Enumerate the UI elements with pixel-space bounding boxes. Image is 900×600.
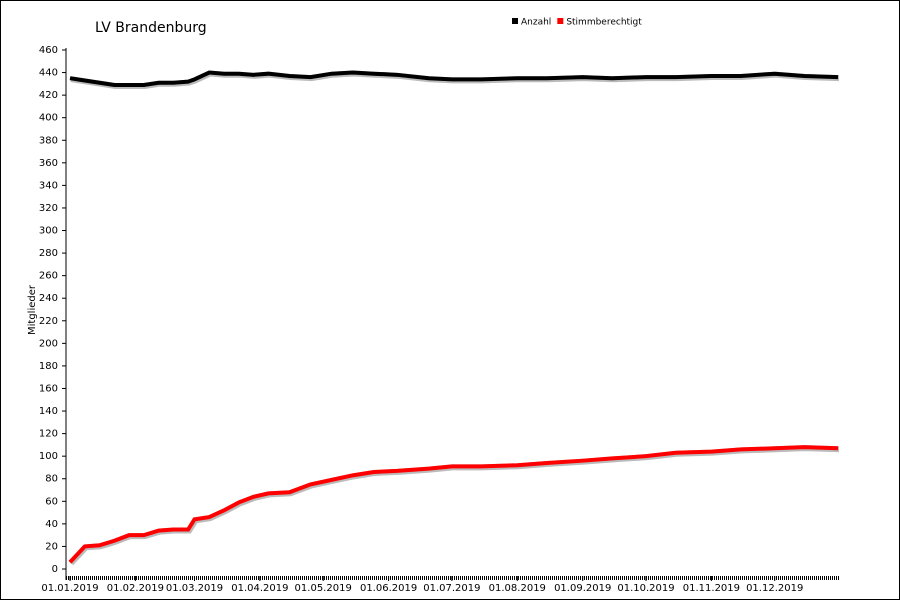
y-tick-label: 380 <box>39 135 58 146</box>
y-tick-label: 0 <box>52 564 58 575</box>
legend-label: Stimmberechtigt <box>566 18 642 28</box>
x-tick-label: 01.02.2019 <box>107 583 164 594</box>
y-tick-label: 260 <box>39 271 58 282</box>
x-tick-label: 01.10.2019 <box>617 583 674 594</box>
y-tick-label: 360 <box>39 158 58 169</box>
series-line <box>69 70 839 87</box>
y-tick-label: 220 <box>39 316 58 327</box>
y-tick-label: 20 <box>45 541 58 552</box>
y-tick-label: 160 <box>39 383 58 394</box>
y-tick-label: 120 <box>39 429 58 440</box>
x-tick-label: 01.04.2019 <box>231 583 288 594</box>
y-tick-label: 80 <box>45 474 58 485</box>
y-tick-label: 180 <box>39 361 58 372</box>
legend-swatch <box>512 18 518 24</box>
y-tick-label: 60 <box>45 496 58 507</box>
y-tick-label: 100 <box>39 451 58 462</box>
chart-title: LV Brandenburg <box>95 20 207 36</box>
x-tick-label: 01.11.2019 <box>683 583 740 594</box>
x-tick-label: 01.06.2019 <box>360 583 417 594</box>
series-line <box>68 445 839 564</box>
y-tick-label: 320 <box>39 203 58 214</box>
y-tick-label: 460 <box>39 45 58 56</box>
y-tick-label: 440 <box>39 68 58 79</box>
x-tick-label: 01.01.2019 <box>41 583 98 594</box>
y-axis-label: Mitglieder <box>27 284 38 335</box>
x-tick-label: 01.05.2019 <box>295 583 352 594</box>
legend-swatch <box>557 18 564 24</box>
y-tick-label: 300 <box>39 226 58 237</box>
y-tick-label: 340 <box>39 180 58 191</box>
y-tick-label: 420 <box>39 90 58 101</box>
y-tick-label: 240 <box>39 293 58 304</box>
y-tick-label: 40 <box>45 519 58 530</box>
y-tick-label: 400 <box>39 113 58 124</box>
x-tick-label: 01.09.2019 <box>554 583 611 594</box>
x-tick-label: 01.03.2019 <box>166 583 223 594</box>
y-tick-label: 280 <box>39 248 58 259</box>
x-tick-label: 01.07.2019 <box>423 583 480 594</box>
x-tick-label: 01.12.2019 <box>746 583 803 594</box>
y-tick-label: 140 <box>39 406 58 417</box>
y-tick-label: 200 <box>39 338 58 349</box>
legend-label: Anzahl <box>521 18 551 28</box>
x-tick-label: 01.08.2019 <box>489 583 546 594</box>
